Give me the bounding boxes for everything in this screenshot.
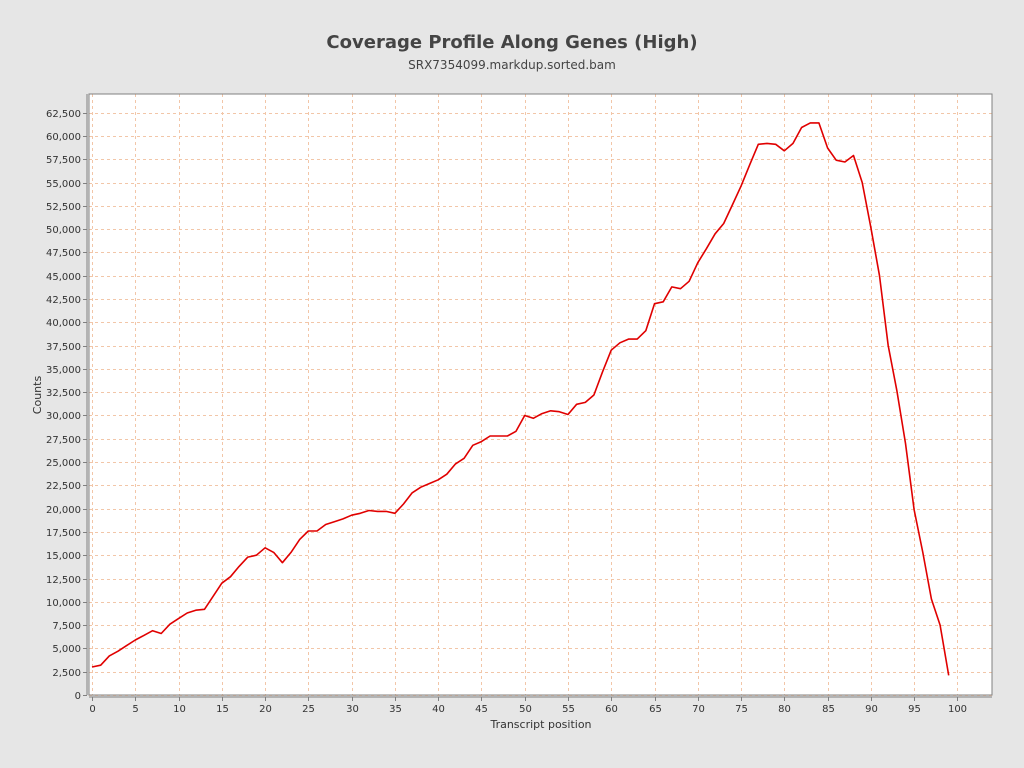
grid-lines: [89, 94, 992, 696]
y-tick-label: 20,000: [46, 505, 81, 516]
y-tick-label: 60,000: [46, 132, 81, 143]
y-tick-label: 30,000: [46, 411, 81, 422]
x-tick-label: 50: [519, 704, 532, 715]
x-tick-label: 65: [649, 704, 662, 715]
y-tick-label: 35,000: [46, 365, 81, 376]
y-tick-label: 47,500: [46, 248, 81, 259]
series-line: [91, 122, 950, 676]
x-tick-label: 35: [389, 704, 402, 715]
y-tick-label: 42,500: [46, 295, 81, 306]
y-tick-label: 40,000: [46, 318, 81, 329]
x-tick-label: 95: [908, 704, 921, 715]
y-tick-label: 62,500: [46, 109, 81, 120]
y-tick-label: 25,000: [46, 458, 81, 469]
x-tick-label: 5: [132, 704, 138, 715]
x-axis-ticks: 0 5 10 15 20 25 30 35 40 45 50 55 60 65 70 75 80 85 90 95 10…: [89, 697, 967, 715]
x-tick-label: 55: [562, 704, 575, 715]
y-tick-label: 7,500: [52, 621, 81, 632]
x-tick-label: 20: [259, 704, 272, 715]
y-tick-label: 27,500: [46, 435, 81, 446]
x-tick-label: 15: [216, 704, 229, 715]
chart-subtitle: SRX7354099.markdup.sorted.bam: [408, 58, 616, 72]
x-tick-label: 85: [822, 704, 835, 715]
y-tick-label: 37,500: [46, 342, 81, 353]
series-layer: [91, 122, 950, 676]
x-axis-label: Transcript position: [489, 718, 591, 731]
y-axis-label: Counts: [31, 376, 44, 415]
x-tick-label: 80: [778, 704, 791, 715]
y-tick-label: 12,500: [46, 575, 81, 586]
y-tick-label: 52,500: [46, 202, 81, 213]
y-tick-label: 32,500: [46, 388, 81, 399]
x-tick-label: 10: [173, 704, 186, 715]
y-tick-label: 5,000: [52, 644, 81, 655]
x-tick-label: 100: [948, 704, 967, 715]
x-tick-label: 0: [89, 704, 95, 715]
y-tick-label: 17,500: [46, 528, 81, 539]
x-tick-label: 75: [735, 704, 748, 715]
plot-area: [89, 94, 992, 695]
y-tick-label: 2,500: [52, 668, 81, 679]
plot-frame: [88, 93, 993, 696]
x-tick-label: 60: [605, 704, 618, 715]
y-tick-label: 50,000: [46, 225, 81, 236]
y-tick-label: 0: [75, 691, 81, 702]
y-tick-label: 15,000: [46, 551, 81, 562]
x-tick-label: 40: [432, 704, 445, 715]
chart-title: Coverage Profile Along Genes (High): [326, 32, 697, 53]
y-tick-label: 10,000: [46, 598, 81, 609]
x-tick-label: 90: [865, 704, 878, 715]
y-tick-label: 57,500: [46, 155, 81, 166]
x-tick-label: 25: [302, 704, 315, 715]
x-tick-label: 70: [692, 704, 705, 715]
y-tick-label: 22,500: [46, 481, 81, 492]
y-axis-ticks: 0 2,500 5,000 7,500 10,000 12,500 15,000 17,500…: [46, 109, 87, 702]
y-tick-label: 45,000: [46, 272, 81, 283]
x-tick-label: 30: [346, 704, 359, 715]
y-tick-label: 55,000: [46, 179, 81, 190]
x-tick-label: 45: [475, 704, 488, 715]
